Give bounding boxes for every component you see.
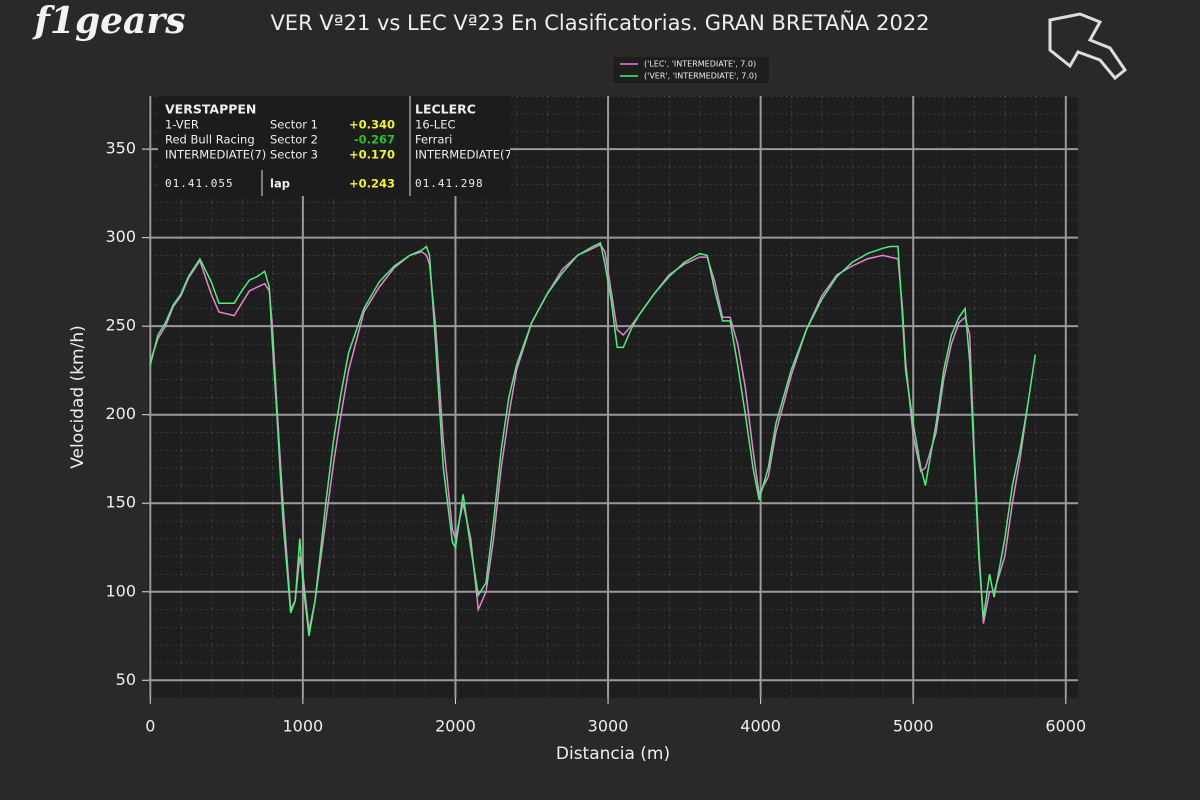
sector-label: Sector 3	[270, 148, 318, 162]
driver-info: VERSTAPPEN	[165, 102, 256, 117]
sector-delta: +0.340	[349, 118, 395, 132]
x-tick-label: 4000	[740, 717, 781, 736]
legend-label: ('VER', 'INTERMEDIATE', 7.0)	[644, 72, 757, 81]
sector-delta: +0.243	[349, 177, 395, 191]
driver-info: Red Bull Racing	[165, 133, 255, 147]
track-map	[1048, 12, 1128, 81]
sector-delta: +0.170	[349, 148, 395, 162]
sector-label: Sector 1	[270, 118, 318, 132]
driver-info: INTERMEDIATE(7)	[165, 148, 266, 162]
driver-info: 01.41.055	[165, 177, 234, 190]
x-tick-label: 3000	[588, 717, 629, 736]
driver-info: LECLERC	[415, 102, 476, 117]
legend-box	[611, 55, 771, 85]
sector-label: Sector 2	[270, 133, 318, 147]
x-tick-label: 2000	[435, 717, 476, 736]
x-axis-label: Distancia (m)	[556, 744, 670, 764]
chart-title: VER Vª21 vs LEC Vª23 En Clasificatorias.…	[270, 9, 929, 35]
x-tick-label: 6000	[1045, 717, 1086, 736]
driver-info: 16-LEC	[415, 118, 456, 132]
driver-info: 01.41.298	[415, 177, 484, 190]
driver-info: 1-VER	[165, 118, 199, 132]
sector-label: lap	[270, 177, 290, 191]
y-tick-label: 350	[105, 139, 136, 158]
line-series	[149, 241, 1037, 637]
y-tick-label: 300	[105, 227, 136, 246]
line-series	[149, 243, 1029, 631]
info-box	[158, 96, 510, 196]
x-tick-label: 0	[145, 717, 155, 736]
logo: f1gears	[31, 0, 185, 42]
legend-label: ('LEC', 'INTERMEDIATE', 7.0)	[644, 60, 756, 69]
y-tick-label: 150	[105, 493, 136, 512]
y-tick-label: 100	[105, 581, 136, 600]
driver-info: Ferrari	[415, 133, 452, 147]
y-tick-label: 250	[105, 316, 136, 335]
y-tick-label: 200	[105, 404, 136, 423]
y-axis-label: Velocidad (km/h)	[68, 325, 88, 469]
x-tick-label: 1000	[283, 717, 324, 736]
sector-delta: -0.267	[354, 133, 395, 147]
driver-info: INTERMEDIATE(7)	[415, 148, 516, 162]
y-tick-label: 50	[116, 670, 136, 689]
x-tick-label: 5000	[893, 717, 934, 736]
